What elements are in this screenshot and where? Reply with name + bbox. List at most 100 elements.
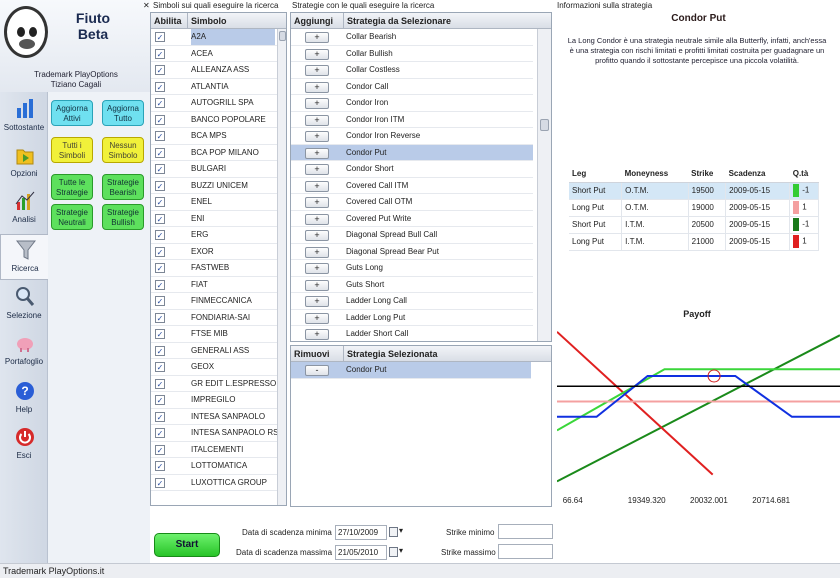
col-aggiungi[interactable]: Aggiungi	[291, 13, 343, 29]
checkbox[interactable]: ✓	[155, 329, 165, 339]
symbol-row[interactable]: ✓ FIAT	[151, 277, 277, 293]
checkbox[interactable]: ✓	[155, 477, 165, 488]
add-button[interactable]: +	[305, 65, 329, 76]
add-button[interactable]: +	[305, 197, 329, 208]
strategy-row[interactable]: + Condor Short	[291, 161, 533, 178]
add-button[interactable]: +	[305, 279, 329, 291]
symbol-row[interactable]: ✓ ENEL	[151, 194, 277, 211]
add-button[interactable]: +	[305, 329, 329, 340]
add-button[interactable]: +	[305, 48, 329, 60]
strategy-row[interactable]: + Condor Call	[291, 79, 533, 95]
strategy-row[interactable]: + Condor Iron Reverse	[291, 128, 533, 145]
symbol-row[interactable]: ✓ ATLANTIA	[151, 79, 277, 95]
add-button[interactable]: +	[305, 114, 329, 126]
strategy-row[interactable]: + Condor Iron ITM	[291, 112, 533, 128]
symbol-row[interactable]: ✓ GENERALI ASS	[151, 343, 277, 359]
add-button[interactable]: +	[305, 213, 329, 225]
strategy-row[interactable]: + Collar Bullish	[291, 46, 533, 62]
symbol-row[interactable]: ✓ LOTTOMATICA	[151, 458, 277, 475]
scroll-thumb[interactable]	[279, 31, 286, 41]
add-button[interactable]: +	[305, 246, 329, 258]
strategie-neutrali-button[interactable]: Strategie Neutrali	[51, 204, 93, 230]
checkbox[interactable]: ✓	[155, 114, 165, 125]
data-min-field[interactable]: 27/10/2009	[335, 525, 387, 540]
col-abilita[interactable]: Abilita	[151, 13, 187, 29]
checkbox[interactable]: ✓	[155, 147, 165, 158]
strategie-bearish-button[interactable]: Strategie Bearish	[102, 174, 144, 200]
nav-sottostante[interactable]: Sottostante	[0, 94, 48, 140]
strategy-row[interactable]: + Guts Long	[291, 260, 533, 277]
nav-help[interactable]: ? Help	[0, 376, 48, 422]
nav-analisi[interactable]: Analisi	[0, 186, 48, 232]
tutti-simboli-button[interactable]: Tutti i Simboli	[51, 137, 93, 163]
symbol-row[interactable]: ✓ BCA MPS	[151, 128, 277, 145]
strategy-row[interactable]: + Covered Call OTM	[291, 194, 533, 211]
checkbox[interactable]: ✓	[155, 180, 165, 191]
checkbox[interactable]: ✓	[155, 279, 165, 290]
nav-esci[interactable]: Esci	[0, 422, 48, 468]
symbol-row[interactable]: ✓ FASTWEB	[151, 260, 277, 277]
checkbox[interactable]: ✓	[155, 345, 165, 356]
symbol-row[interactable]: ✓ AUTOGRILL SPA	[151, 95, 277, 112]
nav-selezione[interactable]: Selezione	[0, 282, 48, 328]
symbol-row[interactable]: ✓ ITALCEMENTI	[151, 442, 277, 458]
checkbox[interactable]: ✓	[155, 428, 165, 438]
checkbox[interactable]: ✓	[155, 32, 165, 42]
symbol-row[interactable]: ✓ A2A	[151, 29, 277, 46]
symbol-row[interactable]: ✓ ACEA	[151, 46, 277, 62]
nav-opzioni[interactable]: Opzioni	[0, 140, 48, 186]
checkbox[interactable]: ✓	[155, 98, 165, 108]
checkbox[interactable]: ✓	[155, 444, 165, 455]
col-rimuovi[interactable]: Rimuovi	[291, 346, 343, 362]
checkbox[interactable]: ✓	[155, 131, 165, 141]
symbol-row[interactable]: ✓ IMPREGILO	[151, 392, 277, 409]
symbol-row[interactable]: ✓ BANCO POPOLARE	[151, 112, 277, 128]
add-button[interactable]: +	[305, 98, 329, 109]
checkbox[interactable]: ✓	[155, 213, 165, 224]
close-icon[interactable]: ✕	[143, 1, 150, 10]
add-button[interactable]: +	[305, 131, 329, 142]
checkbox[interactable]: ✓	[155, 65, 165, 75]
col-simbolo[interactable]: Simbolo	[187, 13, 286, 29]
strike-max-field[interactable]	[498, 544, 553, 559]
strategy-row[interactable]: + Ladder Long Call	[291, 293, 533, 310]
aggiorna-tutto-button[interactable]: Aggiorna Tutto	[102, 100, 144, 126]
strategy-row[interactable]: + Diagonal Spread Bull Call	[291, 227, 533, 244]
symbols-scrollbar[interactable]	[277, 29, 286, 505]
checkbox[interactable]: ✓	[155, 312, 165, 323]
strategy-row[interactable]: + Ladder Short Call	[291, 326, 533, 341]
symbol-row[interactable]: ✓ FONDIARIA-SAI	[151, 310, 277, 326]
selected-row[interactable]: - Condor Put	[291, 362, 531, 379]
strategy-row[interactable]: + Guts Short	[291, 277, 533, 293]
add-button[interactable]: +	[305, 296, 329, 307]
symbol-row[interactable]: ✓ FTSE MIB	[151, 326, 277, 343]
symbol-row[interactable]: ✓ ENI	[151, 211, 277, 227]
add-button[interactable]: +	[305, 147, 329, 159]
checkbox[interactable]: ✓	[155, 230, 165, 240]
add-button[interactable]: +	[305, 263, 329, 274]
symbol-row[interactable]: ✓ FINMECCANICA	[151, 293, 277, 310]
strategy-row[interactable]: + Collar Costless	[291, 62, 533, 79]
symbol-row[interactable]: ✓ EXOR	[151, 244, 277, 260]
symbol-row[interactable]: ✓ LUXOTTICA GROUP	[151, 475, 277, 491]
symbol-row[interactable]: ✓ ERG	[151, 227, 277, 244]
checkbox[interactable]: ✓	[155, 263, 165, 273]
chevron-down-icon[interactable]: ▾	[399, 526, 404, 535]
checkbox[interactable]: ✓	[155, 164, 165, 174]
aggiorna-attivi-button[interactable]: Aggiorna Attivi	[51, 100, 93, 126]
leg-row[interactable]: Short Put O.T.M. 19500 2009-05-15 -1	[569, 182, 819, 200]
strategy-row[interactable]: + Condor Put	[291, 144, 533, 161]
checkbox[interactable]: ✓	[155, 246, 165, 257]
leg-row[interactable]: Long Put I.T.M. 21000 2009-05-15 1	[569, 233, 819, 251]
nav-ricerca[interactable]: Ricerca	[0, 234, 48, 280]
leg-row[interactable]: Long Put O.T.M. 19000 2009-05-15 1	[569, 199, 819, 217]
strategie-bullish-button[interactable]: Strategie Bullish	[102, 204, 144, 230]
symbol-row[interactable]: ✓ BULGARI	[151, 161, 277, 178]
strike-min-field[interactable]	[498, 524, 553, 539]
add-button[interactable]: +	[305, 230, 329, 241]
add-button[interactable]: +	[305, 164, 329, 175]
checkbox[interactable]: ✓	[155, 411, 165, 422]
add-button[interactable]: +	[305, 32, 329, 43]
checkbox[interactable]: ✓	[155, 81, 165, 92]
checkbox[interactable]: ✓	[155, 197, 165, 207]
